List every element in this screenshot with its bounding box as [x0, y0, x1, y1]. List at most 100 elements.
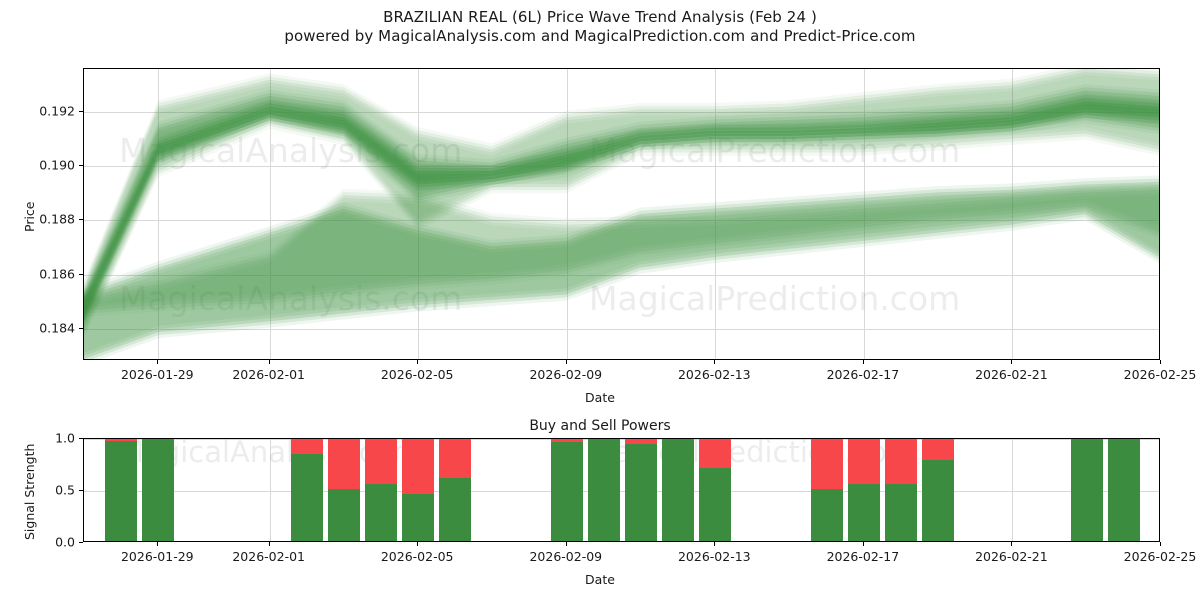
signal-ytick-0: [79, 542, 83, 543]
signal-yticklabel-0: 0.0: [55, 534, 75, 550]
price-xticklabel-5: 2026-02-17: [826, 367, 900, 382]
price-xticklabel-1: 2026-02-01: [232, 367, 306, 382]
signal-yticklabel-1: 0.5: [55, 482, 75, 498]
price-gridline-v-0: [158, 69, 160, 359]
sell-power-segment: [847, 439, 880, 484]
price-gridline-h-3: [84, 166, 1159, 168]
signal-bar[interactable]: [588, 439, 620, 541]
signal-xtick-5: [862, 542, 864, 546]
wave-layer-0-2: [84, 71, 1159, 336]
signal-xtick-2: [417, 542, 419, 546]
price-ytick-2: [79, 219, 83, 221]
price-xticklabel-3: 2026-02-09: [529, 367, 603, 382]
wave-band-lower-fan-band: [84, 183, 1159, 317]
signal-bar[interactable]: [1070, 439, 1103, 541]
buy-power-segment: [625, 444, 657, 541]
signal-bar[interactable]: [142, 439, 175, 541]
sell-power-segment: [328, 439, 360, 489]
signal-gridline-v-1: [269, 439, 271, 541]
signal-bar[interactable]: [810, 439, 843, 541]
chart-subtitle: powered by MagicalAnalysis.com and Magic…: [284, 27, 916, 45]
sell-power-segment: [550, 439, 583, 443]
price-xtick-0: [157, 360, 159, 364]
price-yticklabel-1: 0.186: [39, 266, 75, 281]
wave-layer-4-1: [84, 186, 1159, 308]
wave-layer-3-1: [84, 178, 1159, 356]
signal-xtick-7: [1160, 542, 1161, 546]
price-xticklabel-0: 2026-01-29: [120, 367, 194, 382]
sell-power-segment: [105, 439, 138, 442]
buy-sell-powers-plot: MagicalAnalysis.com MagicalPrediction.com: [83, 438, 1160, 542]
price-xtick-4: [714, 360, 716, 364]
signal-bar[interactable]: [1107, 439, 1140, 541]
signal-xtick-0: [157, 542, 159, 546]
signal-bar[interactable]: [922, 439, 955, 541]
signal-bar[interactable]: [365, 439, 397, 541]
signal-xticklabel-0: 2026-01-29: [120, 549, 194, 564]
wave-layer-2-3: [84, 94, 1159, 310]
wave-band-upper-wave-band: [84, 69, 1159, 339]
buy-power-segment: [1107, 439, 1140, 541]
price-ytick-0: [79, 327, 83, 329]
signal-xtick-1: [268, 542, 270, 546]
signal-bar[interactable]: [439, 439, 472, 541]
price-gridline-v-3: [566, 69, 568, 359]
signal-bar[interactable]: [885, 439, 917, 541]
wave-layer-3-4: [84, 187, 1159, 359]
signal-bar[interactable]: [328, 439, 360, 541]
buy-power-segment: [885, 483, 917, 541]
signal-bar[interactable]: [550, 439, 583, 541]
signal-bar[interactable]: [402, 439, 435, 541]
wave-layer-1-3: [84, 84, 1159, 316]
price-gridline-v-5: [863, 69, 865, 359]
wave-layer-0-1: [84, 69, 1159, 329]
buy-power-segment: [847, 483, 880, 541]
price-xtick-6: [1011, 360, 1013, 364]
signal-bar[interactable]: [699, 439, 732, 541]
price-ytick-4: [79, 111, 83, 113]
price-gridline-v-4: [715, 69, 717, 359]
price-xtick-3: [565, 360, 567, 364]
wave-band-core-wave-band: [84, 94, 1159, 323]
signal-bar[interactable]: [625, 439, 657, 541]
sell-power-segment: [810, 439, 843, 489]
sell-power-segment: [922, 439, 955, 460]
chart-title: BRAZILIAN REAL (6L) Price Wave Trend Ana…: [383, 8, 817, 26]
price-yticklabel-0: 0.184: [39, 320, 75, 336]
sell-power-segment: [290, 439, 323, 454]
price-xtick-2: [417, 360, 419, 364]
buy-power-segment: [439, 477, 472, 541]
sell-power-segment: [402, 439, 435, 495]
price-xtick-1: [268, 360, 270, 364]
price-gridline-h-2: [84, 220, 1159, 222]
price-gridline-v-6: [1012, 69, 1014, 359]
wave-layer-3-0: [84, 181, 1159, 359]
page-title: BRAZILIAN REAL (6L) Price Wave Trend Ana…: [0, 8, 1200, 46]
price-gridline-h-0: [84, 328, 1159, 330]
wave-layer-2-1: [84, 98, 1159, 313]
signal-xticklabel-2: 2026-02-05: [380, 549, 454, 564]
buy-power-segment: [142, 439, 175, 541]
signal-bar[interactable]: [290, 439, 323, 541]
sell-power-segment: [439, 439, 472, 478]
wave-layer-0-4: [84, 75, 1159, 339]
wave-band-mid-wave-band: [84, 84, 1159, 328]
signal-bar[interactable]: [847, 439, 880, 541]
signal-xticklabel-3: 2026-02-09: [529, 549, 603, 564]
price-xticklabel-4: 2026-02-13: [677, 367, 751, 382]
buy-power-segment: [922, 459, 955, 541]
buy-power-segment: [328, 489, 360, 541]
signal-x-axis-label: Date: [585, 572, 615, 587]
price-gridline-v-2: [418, 69, 420, 359]
price-yticklabel-3: 0.190: [39, 157, 75, 173]
wave-layer-1-1: [84, 87, 1159, 319]
price-gridline-h-4: [84, 112, 1159, 114]
signal-gridline-h-2: [84, 439, 1159, 440]
wave-layer-4-0: [84, 189, 1159, 311]
signal-xtick-6: [1011, 542, 1013, 546]
price-wave-plot: MagicalAnalysis.com MagicalPrediction.com…: [83, 68, 1160, 360]
wave-layer-1-4: [84, 96, 1159, 328]
signal-bar[interactable]: [105, 439, 138, 541]
signal-bar[interactable]: [662, 439, 695, 541]
